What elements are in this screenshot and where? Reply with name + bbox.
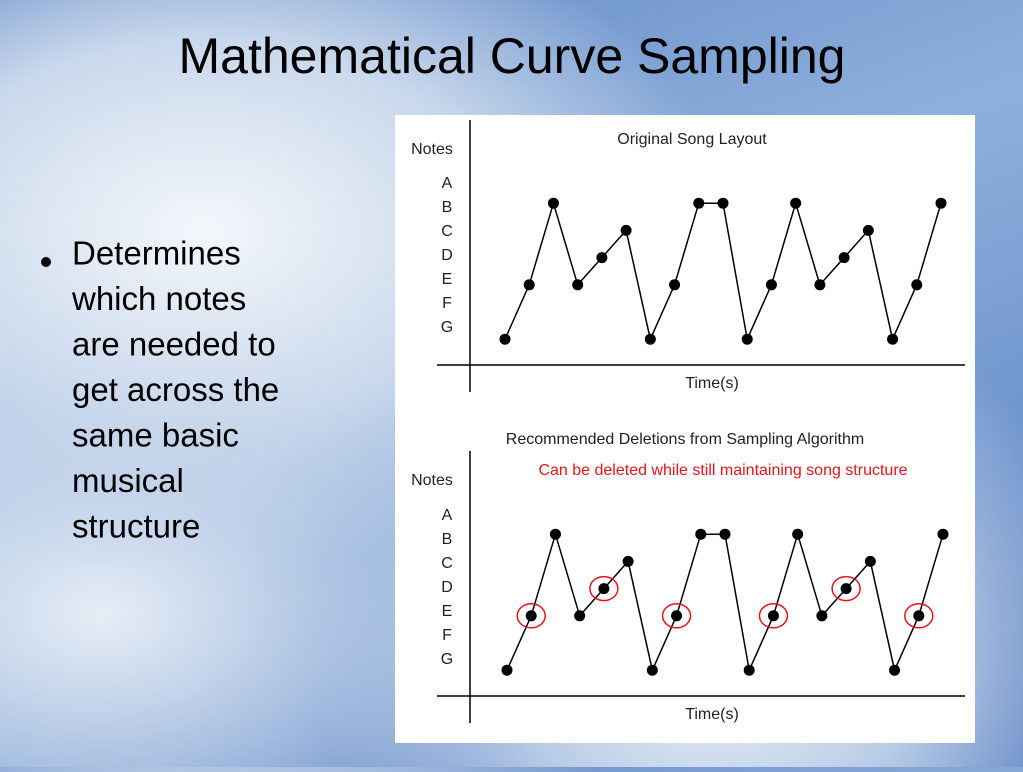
- data-point: [549, 528, 561, 540]
- data-point: [717, 197, 729, 209]
- y-tick-label: F: [442, 295, 452, 312]
- data-point: [741, 333, 753, 345]
- deletion-circle: [661, 603, 692, 629]
- data-point: [719, 528, 731, 540]
- chart-title: Recommended Deletions from Sampling Algo…: [506, 431, 864, 448]
- bullet-line: Determines: [72, 235, 241, 272]
- data-point: [816, 610, 828, 622]
- y-tick-label: B: [442, 531, 453, 548]
- data-point: [838, 252, 850, 264]
- bullet-line: structure: [72, 508, 200, 545]
- x-axis-label: Time(s): [685, 375, 739, 392]
- bullet-line: musical: [72, 462, 184, 499]
- data-point: [913, 610, 925, 622]
- y-axis-label: Notes: [411, 472, 453, 489]
- data-point: [792, 528, 804, 540]
- data-point: [598, 583, 610, 595]
- data-point: [620, 224, 632, 236]
- data-point: [596, 252, 608, 264]
- data-point: [499, 333, 511, 345]
- deletion-circle: [516, 603, 546, 629]
- bullet-line: which notes: [71, 280, 246, 317]
- data-point: [574, 610, 586, 622]
- data-point: [547, 197, 559, 209]
- chart-title: Original Song Layout: [617, 131, 767, 148]
- y-tick-label: G: [441, 319, 453, 336]
- data-point: [937, 528, 949, 540]
- y-tick-label: G: [441, 651, 453, 668]
- data-point: [862, 224, 874, 236]
- y-tick-label: F: [442, 627, 452, 644]
- data-point: [525, 610, 537, 622]
- y-tick-label: C: [441, 223, 453, 240]
- data-point: [864, 555, 876, 567]
- y-tick-label: A: [442, 175, 453, 192]
- data-point: [669, 279, 681, 291]
- y-tick-label: A: [442, 507, 453, 524]
- data-point: [572, 279, 584, 291]
- data-point: [743, 664, 755, 676]
- chart-panel: [395, 115, 975, 743]
- data-point: [644, 333, 656, 345]
- y-tick-label: D: [441, 579, 453, 596]
- deletion-circle: [831, 575, 861, 602]
- y-tick-label: E: [442, 603, 453, 620]
- y-tick-label: E: [442, 271, 453, 288]
- bullet-line: same basic: [72, 417, 239, 454]
- data-point: [790, 197, 802, 209]
- y-axis-label: Notes: [411, 141, 453, 158]
- y-tick-label: C: [441, 555, 453, 572]
- deletion-circle: [904, 603, 934, 629]
- data-point: [767, 610, 779, 622]
- data-point: [671, 610, 683, 622]
- bullet-line: are needed to: [72, 326, 276, 363]
- annotation: Can be deleted while still maintaining s…: [538, 462, 907, 479]
- data-point: [814, 279, 826, 291]
- data-point: [911, 279, 923, 291]
- bullet-dot: [41, 257, 51, 267]
- data-point: [523, 279, 535, 291]
- slide-title: Mathematical Curve Sampling: [179, 28, 846, 84]
- data-point: [887, 333, 899, 345]
- y-tick-label: B: [442, 199, 453, 216]
- data-point: [646, 664, 658, 676]
- data-point: [695, 528, 707, 540]
- deletion-circle: [589, 575, 619, 602]
- data-point: [889, 664, 901, 676]
- y-tick-label: D: [441, 247, 453, 264]
- bullet-line: get across the: [72, 371, 279, 408]
- data-point: [840, 583, 852, 595]
- x-axis-label: Time(s): [685, 706, 739, 723]
- data-point: [501, 664, 513, 676]
- data-point: [935, 197, 947, 209]
- data-point: [765, 279, 777, 291]
- data-point: [622, 555, 634, 567]
- deletion-circle: [758, 603, 789, 629]
- data-point: [693, 197, 705, 209]
